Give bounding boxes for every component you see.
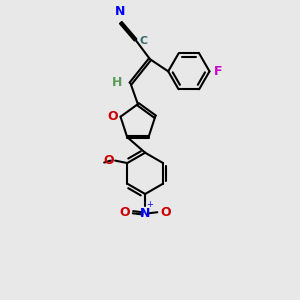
Text: O: O <box>107 110 118 123</box>
Text: C: C <box>139 36 147 46</box>
Text: H: H <box>112 76 122 89</box>
Text: O: O <box>160 206 171 219</box>
Text: +: + <box>146 200 153 209</box>
Text: N: N <box>140 207 150 220</box>
Text: O: O <box>119 206 130 219</box>
Text: F: F <box>214 65 222 78</box>
Text: N: N <box>115 5 125 18</box>
Text: O: O <box>103 154 114 167</box>
Text: ⁻: ⁻ <box>163 205 168 215</box>
